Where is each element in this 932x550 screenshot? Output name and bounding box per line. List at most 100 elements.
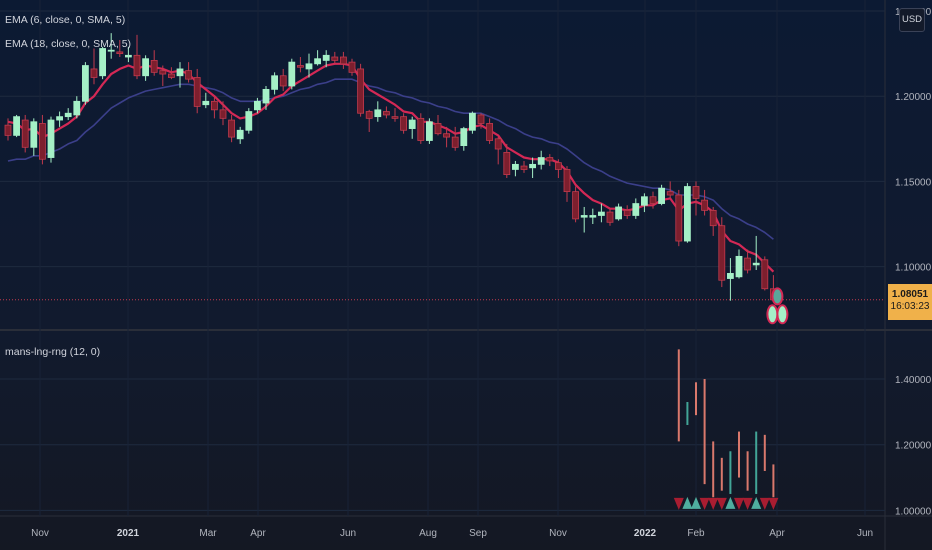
candle-body <box>194 77 200 106</box>
candle <box>418 113 424 144</box>
time-axis-tick: Apr <box>769 528 785 539</box>
candle <box>340 52 346 69</box>
candle <box>461 127 467 151</box>
candle <box>495 137 501 164</box>
triangle-up-marker <box>751 497 761 509</box>
candle-body <box>727 273 733 278</box>
candle <box>297 57 303 72</box>
candle <box>590 209 596 224</box>
time-axis-tick: Mar <box>199 528 217 539</box>
price-axis-tick: 1.15000 <box>895 177 932 188</box>
candle-body <box>684 187 690 242</box>
candle-body <box>693 187 699 199</box>
candle-body <box>272 76 278 90</box>
candle <box>435 115 441 135</box>
candle-body <box>736 256 742 276</box>
candle <box>564 166 570 202</box>
candle-body <box>22 120 28 147</box>
candle-body <box>435 123 441 133</box>
candle-body <box>418 118 424 140</box>
candle-body <box>762 260 768 289</box>
candle-body <box>74 101 80 115</box>
last-price-value: 1.08051 <box>888 289 932 301</box>
candle-body <box>530 164 536 167</box>
candle-body <box>469 113 475 130</box>
candle-body <box>392 117 398 119</box>
candle-body <box>650 197 656 204</box>
candle <box>616 204 622 221</box>
candle <box>280 69 286 91</box>
ema-fast-line <box>8 64 773 272</box>
candle-body <box>358 69 364 113</box>
currency-button[interactable]: USD <box>899 8 925 32</box>
candle <box>727 258 733 301</box>
candle-body <box>323 55 329 60</box>
candle-body <box>168 74 174 77</box>
candle <box>375 101 381 121</box>
candle <box>659 185 665 205</box>
candle <box>349 59 355 76</box>
candle <box>633 198 639 218</box>
candle-body <box>487 123 493 140</box>
time-axis-tick: Aug <box>419 528 437 539</box>
legend-ema-slow[interactable]: EMA (18, close, 0, SMA, 5) <box>5 38 131 50</box>
candle-body <box>521 166 527 169</box>
candle-body <box>117 52 123 54</box>
candle-body <box>753 263 759 265</box>
candle <box>229 115 235 142</box>
triangle-up-marker <box>725 497 735 509</box>
candle-body <box>401 117 407 131</box>
candle <box>624 205 630 219</box>
candle-body <box>263 89 269 103</box>
candle-body <box>340 57 346 64</box>
signal-marker <box>772 288 782 304</box>
candle-body <box>452 137 458 147</box>
candle <box>684 183 690 243</box>
candle <box>194 69 200 113</box>
candle-body <box>82 66 88 102</box>
price-axis-tick: 1.10000 <box>895 263 932 274</box>
candle-body <box>14 117 20 136</box>
candle <box>151 50 157 76</box>
candle-body <box>512 164 518 169</box>
candle-body <box>48 120 54 157</box>
legend-indicator[interactable]: mans-lng-rng (12, 0) <box>5 346 100 358</box>
time-axis-tick: Jun <box>340 528 356 539</box>
candle-body <box>349 62 355 72</box>
candle-body <box>616 207 622 219</box>
candle <box>57 112 63 127</box>
last-price-tag: 1.08051 16:03:23 <box>888 284 932 320</box>
candle <box>392 108 398 122</box>
bar-countdown: 16:03:23 <box>888 301 932 313</box>
candle-body <box>134 55 140 75</box>
candle-body <box>254 101 260 110</box>
candle-body <box>211 101 217 110</box>
candle <box>598 204 604 223</box>
candle <box>358 64 364 117</box>
candle-body <box>39 123 45 159</box>
candle-body <box>57 117 63 120</box>
signal-marker <box>777 305 787 323</box>
candle <box>134 35 140 79</box>
candle-body <box>564 169 570 191</box>
candle-body <box>246 112 252 131</box>
candle-body <box>409 120 415 129</box>
candle <box>31 118 37 155</box>
candle-body <box>598 212 604 215</box>
candle-body <box>237 130 243 139</box>
triangle-down-marker <box>708 498 718 510</box>
triangle-down-marker <box>743 498 753 510</box>
indicator-axis-tick: 1.00000 <box>895 506 932 517</box>
candle-body <box>702 200 708 210</box>
candle <box>401 113 407 133</box>
candle-body <box>633 204 639 216</box>
candle <box>220 101 226 125</box>
legend-ema-fast[interactable]: EMA (6, close, 0, SMA, 5) <box>5 14 125 26</box>
candle-body <box>478 115 484 124</box>
time-axis-tick: Feb <box>687 528 705 539</box>
triangle-down-marker <box>734 498 744 510</box>
candle-body <box>624 210 630 215</box>
time-axis-tick: Nov <box>549 528 567 539</box>
candle <box>168 67 174 79</box>
